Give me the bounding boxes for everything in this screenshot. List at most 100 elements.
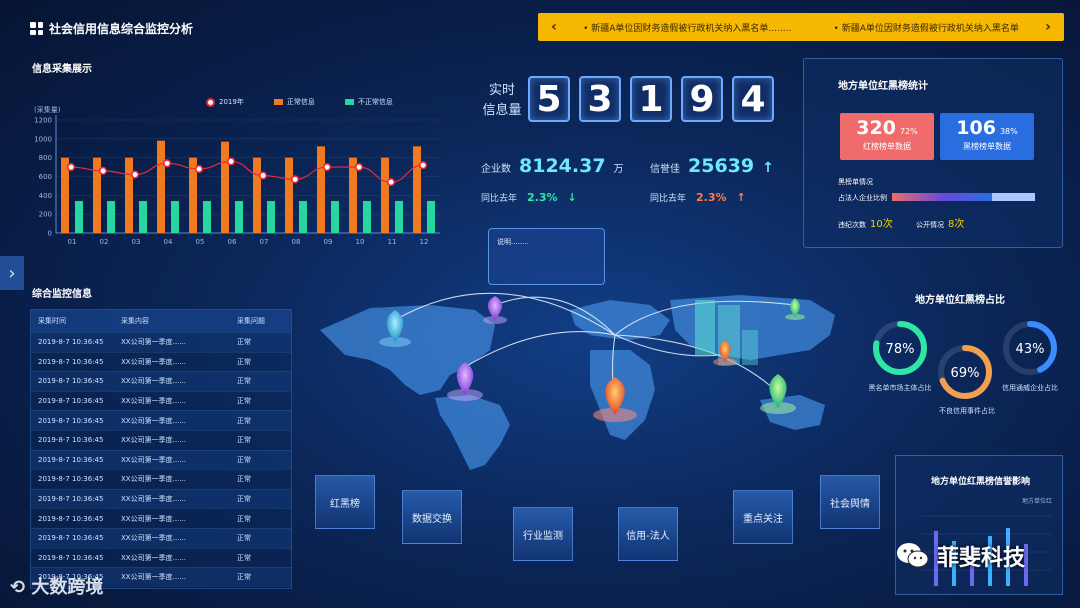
y-tick-label: 0 xyxy=(48,230,52,238)
violation-value: 10次 xyxy=(870,219,893,230)
table-cell: XX公司第一季度...... xyxy=(121,475,186,484)
black-list-pct: 38% xyxy=(999,127,1018,136)
watermark-text: 菲斐科技 xyxy=(937,546,1026,571)
table-row[interactable]: 2019-8-7 10:36:45 XX公司第一季度...... 正常 xyxy=(31,371,291,391)
yoy-value: 2.3% xyxy=(527,191,558,204)
table-row[interactable]: 2019-8-7 10:36:45 XX公司第一季度...... 正常 xyxy=(31,429,291,450)
credit-good-stat: 信誉佳 25639 ↑ xyxy=(650,155,774,177)
yoy-stat-2: 同比去年 2.3% ↑ xyxy=(650,191,746,204)
nav-tile-public-opinion[interactable]: 社会舆情 xyxy=(820,475,880,529)
map-pin[interactable] xyxy=(447,362,483,401)
influence-bar xyxy=(1006,528,1010,586)
influence-bar xyxy=(1024,544,1028,586)
nav-tile-label: 行业监测 xyxy=(523,530,563,542)
ticker-message[interactable]: • 新疆A单位因财务造假被行政机关纳入黑名单 xyxy=(833,23,1019,34)
nav-tile-data-exchange[interactable]: 数据交换 xyxy=(402,490,462,544)
column-header[interactable]: 采集问题 xyxy=(237,317,265,325)
watermark-left: ⟲ 大数跨境 xyxy=(10,573,103,599)
table-cell: 正常 xyxy=(237,338,251,347)
counter-digit: 1 xyxy=(630,76,672,122)
ticker-message[interactable]: • 新疆A单位因财务造假被行政机关纳入黑名单........ xyxy=(583,23,792,34)
table-row[interactable]: 2019-8-7 10:36:45 XX公司第一季度...... 正常 xyxy=(31,488,291,509)
table-row[interactable]: 2019-8-7 10:36:45 XX公司第一季度...... 正常 xyxy=(31,567,291,587)
chevron-left-icon[interactable]: ‹ xyxy=(551,19,557,35)
column-header[interactable]: 采集内容 xyxy=(121,317,149,325)
x-tick-label: 03 xyxy=(132,238,141,246)
map-pin[interactable] xyxy=(593,377,637,422)
nav-tile-label: 数据交换 xyxy=(412,513,452,525)
line-point xyxy=(354,162,364,172)
line-point xyxy=(66,162,76,172)
bar-abnormal xyxy=(395,200,403,233)
legal-ratio-fill xyxy=(892,193,993,201)
wechat-icon xyxy=(897,543,929,568)
bar-abnormal xyxy=(171,200,179,233)
table-header: 采集时间 采集内容 采集问题 xyxy=(31,310,291,332)
panel-title: 地方单位红黑榜统计 xyxy=(838,81,928,92)
map-pin[interactable] xyxy=(785,298,805,320)
table-cell: 2019-8-7 10:36:45 xyxy=(38,455,104,464)
nav-tile-focus[interactable]: 重点关注 xyxy=(733,490,793,544)
map-pin[interactable] xyxy=(713,340,737,366)
table-row[interactable]: 2019-8-7 10:36:45 XX公司第一季度...... 正常 xyxy=(31,508,291,528)
yoy-label: 同比去年 xyxy=(650,194,687,204)
influence-panel: 地方单位红黑榜信誉影响 地方单位红 xyxy=(895,455,1063,595)
counter-digit: 3 xyxy=(579,76,621,122)
ring-progress xyxy=(873,321,927,375)
monitor-table: 采集时间 采集内容 采集问题 2019-8-7 10:36:45 XX公司第一季度… xyxy=(30,309,292,589)
table-row[interactable]: 2019-8-7 10:36:45 XX公司第一季度...... 正常 xyxy=(31,332,291,352)
building-bar xyxy=(695,300,715,355)
table-cell: 正常 xyxy=(237,416,251,425)
nav-tile-industry[interactable]: 行业监测 xyxy=(513,507,573,561)
stat-unit: 万 xyxy=(613,164,624,175)
page-title: 社会信用信息综合监控分析 xyxy=(49,22,194,36)
nav-tile-label: 重点关注 xyxy=(743,513,783,525)
table-cell: 正常 xyxy=(237,573,251,582)
legend-label: 2019年 xyxy=(219,98,244,106)
public-stat: 公开情况 8次 xyxy=(916,215,964,230)
red-list-pct: 72% xyxy=(899,127,918,136)
table-cell: XX公司第一季度...... xyxy=(121,573,186,582)
chevron-right-icon: › xyxy=(8,262,16,284)
table-cell: 2019-8-7 10:36:45 xyxy=(38,397,104,406)
bar-abnormal xyxy=(203,200,211,233)
bar-abnormal xyxy=(267,200,275,233)
black-list-card[interactable]: 106 38% 黑榜榜单数据 xyxy=(940,113,1034,160)
table-row[interactable]: 2019-8-7 10:36:45 XX公司第一季度...... 正常 xyxy=(31,469,291,489)
x-tick-label: 04 xyxy=(164,238,173,246)
bar-normal xyxy=(349,157,357,233)
x-tick-label: 06 xyxy=(228,238,237,246)
line-point xyxy=(418,161,428,170)
dashboard-grid-icon xyxy=(30,22,43,35)
table-row[interactable]: 2019-8-7 10:36:45 XX公司第一季度...... 正常 xyxy=(31,390,291,411)
line-point xyxy=(290,175,300,184)
table-row[interactable]: 2019-8-7 10:36:45 XX公司第一季度...... 正常 xyxy=(31,351,291,372)
yoy-value: 2.3% xyxy=(696,191,727,204)
influence-bar xyxy=(988,536,992,586)
nav-tile-credit-legal[interactable]: 信用-法人 xyxy=(618,507,678,561)
table-row[interactable]: 2019-8-7 10:36:45 XX公司第一季度...... 正常 xyxy=(31,527,291,548)
bar-normal xyxy=(413,146,421,233)
y-axis-label: (采集量) xyxy=(34,105,61,114)
nav-tile-redblack[interactable]: 红黑榜 xyxy=(315,475,375,529)
map-pin[interactable] xyxy=(379,310,411,347)
chevron-right-icon[interactable]: › xyxy=(1045,19,1051,35)
watermark-right: 菲斐科技 xyxy=(895,540,1025,572)
expand-panel-button[interactable]: › xyxy=(0,256,24,290)
table-row[interactable]: 2019-8-7 10:36:45 XX公司第一季度...... 正常 xyxy=(31,547,291,568)
ring-label: 黑名单市场主体占比 xyxy=(868,384,932,392)
map-pin[interactable] xyxy=(760,374,796,414)
map-pin[interactable] xyxy=(483,296,507,324)
y-tick-label: 1200 xyxy=(34,117,52,125)
x-tick-label: 12 xyxy=(420,238,429,246)
table-row[interactable]: 2019-8-7 10:36:45 XX公司第一季度...... 正常 xyxy=(31,410,291,430)
red-list-card[interactable]: 320 72% 红榜榜单数据 xyxy=(840,113,934,160)
x-tick-label: 01 xyxy=(68,238,77,246)
table-row[interactable]: 2019-8-7 10:36:45 XX公司第一季度...... 正常 xyxy=(31,449,291,470)
column-header[interactable]: 采集时间 xyxy=(38,317,66,325)
bar-abnormal xyxy=(75,200,83,233)
x-tick-label: 08 xyxy=(292,238,301,246)
table-cell: 正常 xyxy=(237,455,251,464)
black-list-label: 黑榜榜单数据 xyxy=(963,142,1011,151)
table-cell: 2019-8-7 10:36:45 xyxy=(38,573,104,582)
